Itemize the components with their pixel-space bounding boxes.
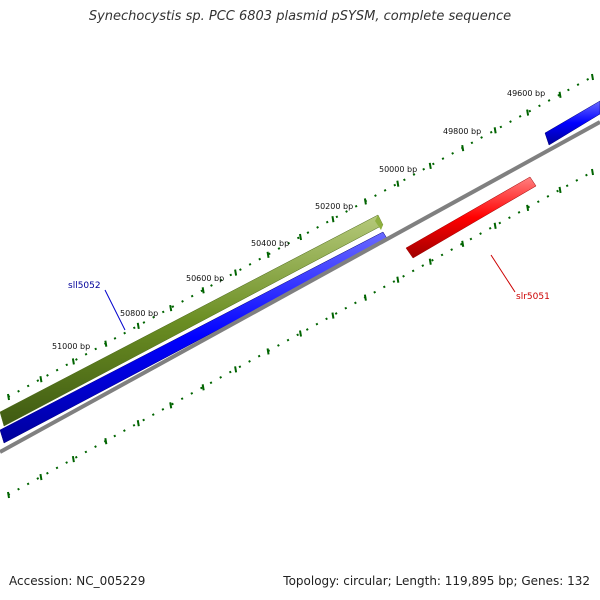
ruler-label-50600: 50600 bp	[186, 274, 224, 283]
topology-summary: Topology: circular; Length: 119,895 bp; …	[283, 574, 590, 588]
ruler-major-tick	[591, 73, 594, 81]
ruler-major-tick	[266, 348, 270, 355]
ruler-major-tick	[526, 109, 530, 116]
ruler-major-tick	[201, 287, 205, 294]
ruler-major-tick	[266, 251, 270, 258]
genome-backbone	[0, 120, 600, 454]
ruler-label-50000: 50000 bp	[379, 165, 417, 174]
ruler-label-49800: 49800 bp	[443, 127, 481, 136]
slr5051-leader-line	[490, 254, 516, 293]
ruler-major-tick	[299, 330, 302, 337]
ruler-label-51000: 51000 bp	[52, 342, 90, 351]
inner-ruler-ticks	[7, 168, 594, 499]
slr5051-label[interactable]: slr5051	[516, 292, 550, 302]
ruler-major-tick	[363, 294, 367, 301]
ruler-major-tick	[7, 491, 10, 499]
ruler-major-tick	[104, 340, 108, 347]
ruler-major-tick	[558, 186, 562, 194]
ruler-major-tick	[201, 384, 205, 391]
ruler-major-tick	[363, 198, 367, 205]
ruler-major-tick	[104, 438, 108, 445]
ruler-major-tick	[526, 204, 530, 212]
ruler-major-tick	[591, 168, 594, 176]
ruler-major-tick	[136, 322, 140, 330]
ruler-label-49600: 49600 bp	[507, 89, 545, 98]
highlighted-gene-bar[interactable]	[0, 214, 384, 427]
slr5051-gene-bar[interactable]	[405, 176, 537, 259]
ruler-major-tick	[71, 455, 75, 463]
ruler-label-50200: 50200 bp	[315, 202, 353, 211]
ruler-major-tick	[71, 358, 75, 365]
sll5052-label[interactable]: sll5052	[68, 281, 101, 291]
sll5052-gene-bar[interactable]	[0, 231, 389, 444]
reverse-cds-top-right[interactable]	[544, 100, 600, 146]
ruler-label-50400: 50400 bp	[251, 239, 289, 248]
ruler-major-tick	[169, 304, 173, 312]
ruler-major-tick	[331, 216, 335, 223]
ruler-major-tick	[136, 420, 140, 427]
ruler-major-tick	[234, 269, 238, 276]
map-title: Synechocystis sp. PCC 6803 plasmid pSYSM…	[88, 9, 512, 24]
ruler-major-tick	[7, 393, 10, 401]
ruler-major-tick	[461, 240, 465, 247]
ruler-major-tick	[169, 402, 173, 409]
ruler-major-tick	[39, 376, 43, 383]
ruler-major-tick	[396, 180, 400, 187]
ruler-major-tick	[428, 258, 432, 265]
ruler-major-tick	[493, 127, 497, 134]
ruler-major-tick	[461, 144, 465, 152]
ruler-major-tick	[234, 366, 238, 373]
ruler-major-tick	[493, 222, 497, 229]
outer-ruler-ticks	[7, 73, 594, 401]
ruler-major-tick	[299, 233, 302, 241]
sll5052-leader-line	[104, 289, 126, 331]
ruler-major-tick	[331, 312, 335, 319]
ruler-major-tick	[558, 91, 562, 98]
ruler-major-tick	[428, 162, 432, 170]
ruler-label-50800: 50800 bp	[120, 309, 158, 318]
ruler-major-tick	[396, 276, 400, 283]
accession-text: Accession: NC_005229	[9, 574, 146, 588]
ruler-major-tick	[39, 473, 43, 481]
